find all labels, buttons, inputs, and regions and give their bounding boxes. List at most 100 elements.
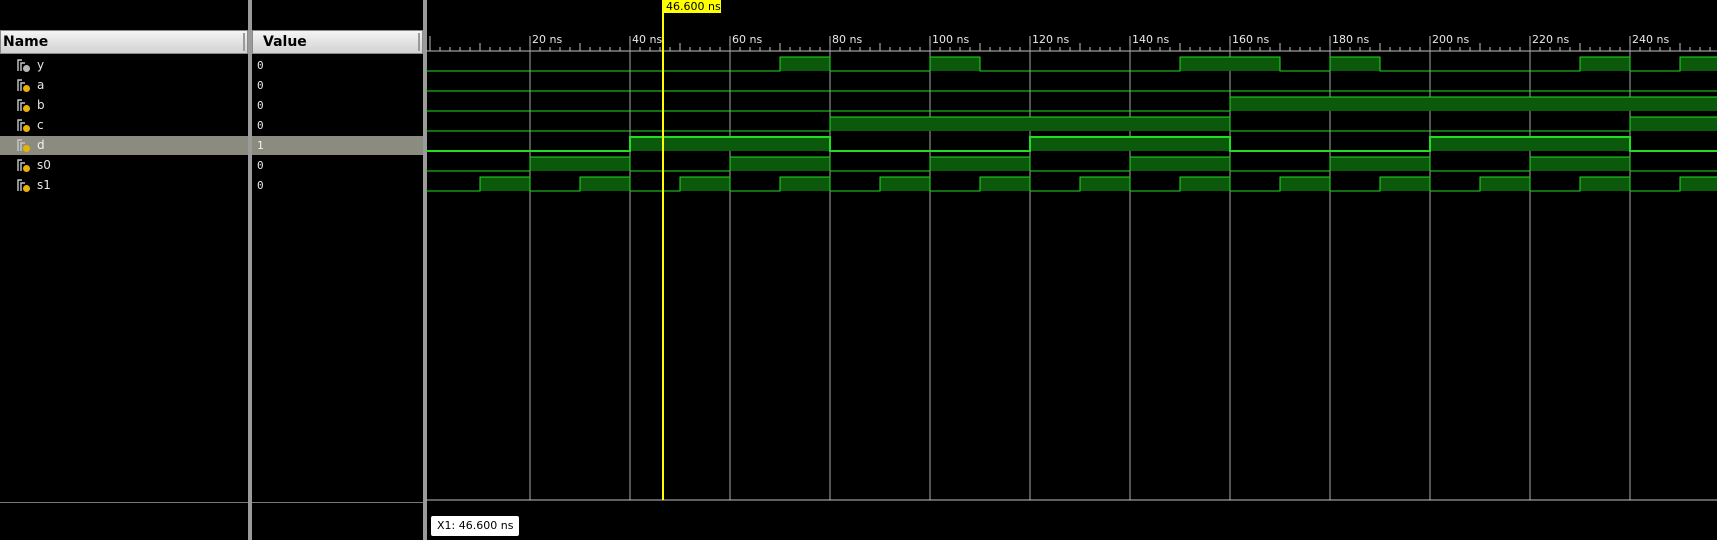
- signal-value: 0: [257, 159, 264, 172]
- ruler-label: 240 ns: [1632, 33, 1669, 46]
- value-row-s0[interactable]: 0: [252, 156, 423, 175]
- wave-high-segment: [680, 177, 730, 191]
- wave-high-segment: [1680, 177, 1717, 191]
- pane-divider: [0, 502, 248, 503]
- wave-high-segment: [930, 57, 980, 71]
- value-column-header-label: Value: [263, 34, 307, 50]
- signal-name: s0: [37, 158, 51, 172]
- wave-high-segment: [1630, 117, 1717, 131]
- input-signal-icon: [17, 78, 31, 93]
- splitter-value-wave[interactable]: [423, 0, 427, 540]
- wave-high-segment: [1230, 97, 1717, 111]
- pane-divider: [252, 502, 423, 503]
- wave-high-segment: [1530, 157, 1630, 171]
- value-row-b[interactable]: 0: [252, 96, 423, 115]
- ruler-label: 20 ns: [532, 33, 562, 46]
- ruler-label: 160 ns: [1232, 33, 1269, 46]
- value-row-d[interactable]: 1: [252, 136, 423, 155]
- name-column-header-label: Name: [3, 34, 49, 50]
- signal-name: b: [37, 98, 45, 112]
- input-signal-icon: [17, 178, 31, 193]
- ruler-label: 100 ns: [932, 33, 969, 46]
- waveform-d: [426, 136, 1717, 152]
- signal-value-pane: Value 0 0 0 0 1 0 0: [252, 0, 423, 540]
- signal-value: 0: [257, 79, 264, 92]
- wave-high-segment: [880, 177, 930, 191]
- signal-value: 0: [257, 119, 264, 132]
- signal-row-b[interactable]: b: [0, 96, 248, 115]
- wave-high-segment: [480, 177, 530, 191]
- ruler-label: 60 ns: [732, 33, 762, 46]
- wave-high-segment: [530, 157, 630, 171]
- wave-high-segment: [1080, 177, 1130, 191]
- waveform-canvas[interactable]: 20 ns 40 ns 60 ns 80 ns 100 ns 120 ns 140 ns 16…: [426, 0, 1717, 540]
- signal-row-y[interactable]: y: [0, 56, 248, 75]
- ruler-label: 200 ns: [1432, 33, 1469, 46]
- value-row-c[interactable]: 0: [252, 116, 423, 135]
- wave-high-segment: [930, 157, 1030, 171]
- wave-high-segment: [780, 57, 830, 71]
- signal-row-s1[interactable]: s1: [0, 176, 248, 195]
- signal-value: 0: [257, 179, 264, 192]
- signal-row-s0[interactable]: s0: [0, 156, 248, 175]
- output-signal-icon: [17, 58, 31, 73]
- input-signal-icon: [17, 118, 31, 133]
- signal-name: a: [37, 78, 45, 92]
- ruler-label: 180 ns: [1332, 33, 1369, 46]
- waveform-y: [426, 56, 1717, 72]
- wave-high-segment: [1480, 177, 1530, 191]
- wave-high-segment: [1180, 177, 1230, 191]
- cursor-time-label: 46.600 ns: [666, 0, 721, 13]
- signal-value: 0: [257, 59, 264, 72]
- wave-high-segment: [980, 177, 1030, 191]
- wave-high-segment: [580, 177, 630, 191]
- signal-value: 0: [257, 99, 264, 112]
- wave-high-segment: [1180, 57, 1280, 71]
- value-row-s1[interactable]: 0: [252, 176, 423, 195]
- signal-name-pane: Name y a b c d s0 s1: [0, 0, 248, 540]
- signal-name: c: [37, 118, 44, 132]
- signal-name: y: [37, 58, 45, 72]
- wave-high-segment: [730, 157, 830, 171]
- column-resize-handle[interactable]: [243, 33, 245, 51]
- wave-high-segment: [780, 177, 830, 191]
- signal-value: 1: [257, 139, 264, 152]
- value-column-header[interactable]: Value: [252, 30, 423, 54]
- signal-row-c[interactable]: c: [0, 116, 248, 135]
- waveform-b: [426, 96, 1717, 112]
- wave-high-segment: [1030, 137, 1230, 151]
- wave-high-segment: [630, 137, 830, 151]
- input-signal-icon: [17, 158, 31, 173]
- column-resize-handle[interactable]: [418, 33, 420, 51]
- waveform-pane[interactable]: 20 ns 40 ns 60 ns 80 ns 100 ns 120 ns 140 ns 16…: [426, 0, 1717, 540]
- wave-high-segment: [1280, 177, 1330, 191]
- wave-high-segment: [1430, 137, 1630, 151]
- signal-row-a[interactable]: a: [0, 76, 248, 95]
- wave-high-segment: [1380, 177, 1430, 191]
- name-column-header[interactable]: Name: [0, 30, 248, 54]
- ruler-label: 40 ns: [632, 33, 662, 46]
- wave-high-segment: [1580, 57, 1630, 71]
- cursor-flag: [663, 0, 721, 13]
- value-row-y[interactable]: 0: [252, 56, 423, 75]
- ruler-label: 120 ns: [1032, 33, 1069, 46]
- splitter-name-value[interactable]: [248, 0, 252, 540]
- signal-name: d: [37, 138, 45, 152]
- wave-high-segment: [1330, 57, 1380, 71]
- wave-high-segment: [830, 117, 1230, 131]
- wave-high-segment: [1330, 157, 1430, 171]
- signal-name: s1: [37, 178, 51, 192]
- wave-high-segment: [1130, 157, 1230, 171]
- wave-high-segment: [1580, 177, 1630, 191]
- signal-row-d[interactable]: d: [0, 136, 248, 155]
- waveform-c: [426, 116, 1717, 132]
- ruler-label: 220 ns: [1532, 33, 1569, 46]
- ruler-label: 140 ns: [1132, 33, 1169, 46]
- cursor-readout: X1: 46.600 ns: [431, 516, 520, 536]
- value-row-a[interactable]: 0: [252, 76, 423, 95]
- input-signal-icon: [17, 98, 31, 113]
- input-signal-icon: [17, 138, 31, 153]
- wave-high-segment: [1680, 57, 1717, 71]
- ruler-label: 80 ns: [832, 33, 862, 46]
- waveform-s1: [426, 176, 1717, 192]
